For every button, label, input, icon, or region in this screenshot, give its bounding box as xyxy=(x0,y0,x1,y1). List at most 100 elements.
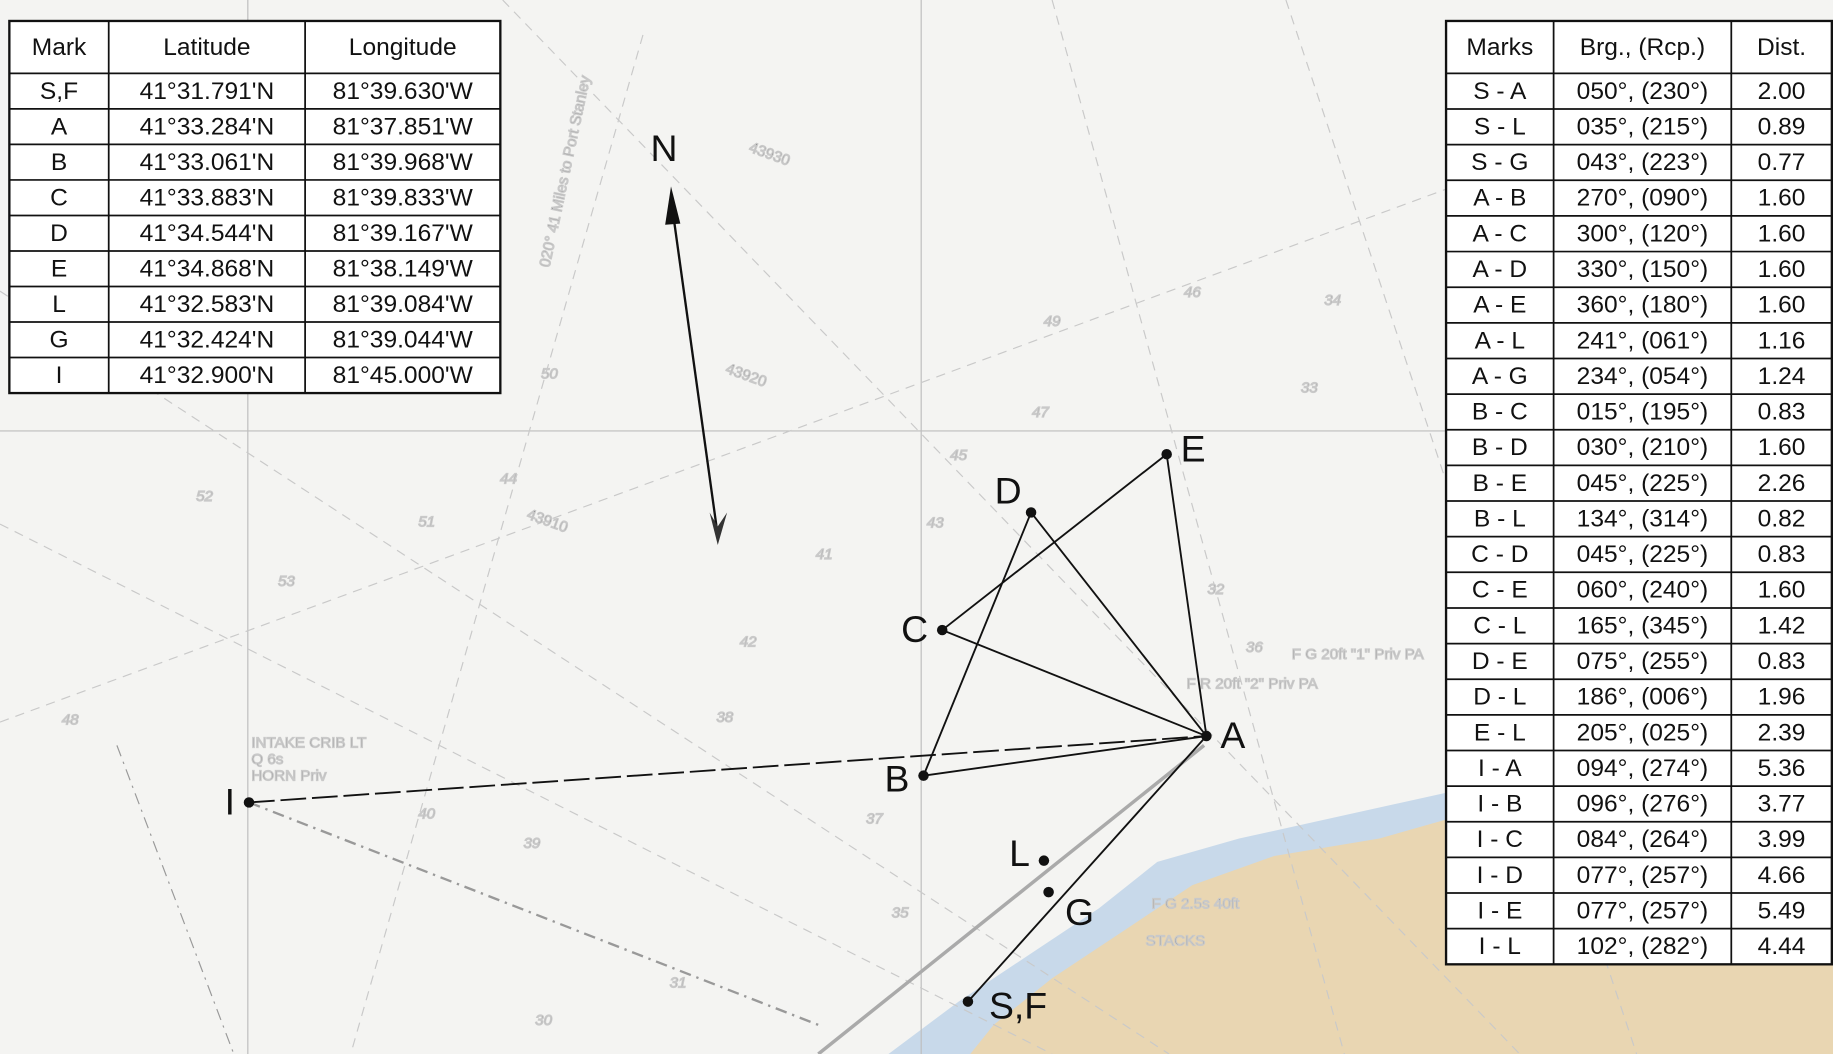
mark-point xyxy=(244,797,255,807)
table-cell: E xyxy=(51,255,67,282)
mark-label: E xyxy=(1181,428,1206,470)
table-cell: S - L xyxy=(1474,113,1526,140)
sounding: 47 xyxy=(1032,404,1049,421)
table-cell: 41°32.424'N xyxy=(140,326,275,353)
sounding: 52 xyxy=(196,488,213,505)
sounding: 51 xyxy=(418,513,435,530)
table-cell: 41°33.284'N xyxy=(140,113,275,140)
mark-point xyxy=(918,770,929,780)
chart-annotation: F R 20ft "2" Priv PA xyxy=(1187,675,1319,692)
table-cell: 2.26 xyxy=(1758,470,1806,497)
table-cell: S - G xyxy=(1471,149,1528,176)
table-cell: B - D xyxy=(1472,434,1528,461)
table-cell: 81°39.833'W xyxy=(333,184,474,211)
sounding: 48 xyxy=(62,711,79,728)
table-cell: 81°39.084'W xyxy=(333,291,474,318)
sounding: 33 xyxy=(1301,380,1318,397)
mark-point xyxy=(937,625,948,635)
table-cell: 81°39.968'W xyxy=(333,149,474,176)
table-cell: 41°34.868'N xyxy=(140,255,275,282)
table-header: Mark xyxy=(32,34,87,61)
table-cell: 1.60 xyxy=(1758,292,1806,319)
table-cell: B - E xyxy=(1473,470,1528,497)
sounding: 42 xyxy=(740,633,757,650)
table-cell: B - L xyxy=(1474,506,1526,533)
table-cell: 81°39.044'W xyxy=(333,326,474,353)
table-cell: S - A xyxy=(1473,78,1527,105)
table-cell: 41°33.061'N xyxy=(140,149,275,176)
page: {"position_table":{"headers":["Mark","La… xyxy=(0,0,1833,1054)
table-cell: A - G xyxy=(1472,363,1528,390)
mark-point xyxy=(1201,731,1212,741)
table-cell: 094°, (274°) xyxy=(1577,755,1709,782)
table-cell: 134°, (314°) xyxy=(1577,506,1709,533)
table-cell: 0.89 xyxy=(1758,113,1806,140)
chart-annotation: F G 2.5s 40ft xyxy=(1151,895,1240,912)
table-cell: 300°, (120°) xyxy=(1577,220,1709,247)
table-cell: 3.77 xyxy=(1758,791,1806,818)
table-cell: A - B xyxy=(1473,185,1526,212)
table-cell: 81°39.167'W xyxy=(333,220,474,247)
mark-label: S,F xyxy=(989,984,1047,1026)
table-cell: L xyxy=(52,291,66,318)
table-cell: S,F xyxy=(40,78,78,105)
table-cell: 270°, (090°) xyxy=(1577,185,1709,212)
mark-label: B xyxy=(885,757,910,799)
mark-point xyxy=(963,996,974,1006)
table-cell: B xyxy=(51,149,67,176)
table-cell: 81°45.000'W xyxy=(333,362,474,389)
sounding: 53 xyxy=(278,573,295,590)
table-cell: 060°, (240°) xyxy=(1577,577,1709,604)
table-cell: A - E xyxy=(1473,292,1526,319)
sounding: 45 xyxy=(950,447,967,464)
table-cell: A - L xyxy=(1475,327,1525,354)
table-cell: C xyxy=(50,184,68,211)
table-cell: 0.83 xyxy=(1758,648,1806,675)
table-cell: 3.99 xyxy=(1758,826,1806,853)
table-cell: C - D xyxy=(1471,541,1528,568)
sounding: 40 xyxy=(418,806,435,823)
table-cell: A - D xyxy=(1473,256,1528,283)
table-cell: 045°, (225°) xyxy=(1577,541,1709,568)
sounding: 41 xyxy=(816,546,833,563)
table-header: Marks xyxy=(1466,34,1533,61)
table-cell: 1.24 xyxy=(1758,363,1806,390)
table-cell: 077°, (257°) xyxy=(1577,862,1709,889)
table-cell: 4.66 xyxy=(1758,862,1806,889)
table-cell: 4.44 xyxy=(1758,933,1806,960)
table-cell: 205°, (025°) xyxy=(1577,719,1709,746)
table-cell: 045°, (225°) xyxy=(1577,470,1709,497)
chart-annotation: HORN Priv xyxy=(251,767,327,784)
table-cell: 330°, (150°) xyxy=(1577,256,1709,283)
mark-label: C xyxy=(901,608,928,650)
position-table: Mark Latitude Longitude S,F 41°31.791'N 81°39… xyxy=(9,21,500,393)
table-header: Latitude xyxy=(163,34,250,61)
table-cell: 035°, (215°) xyxy=(1577,113,1709,140)
sounding: 38 xyxy=(716,709,733,726)
table-cell: 41°31.791'N xyxy=(140,78,275,105)
mark-label: A xyxy=(1220,714,1245,756)
mark-label: G xyxy=(1065,891,1094,933)
table-cell: I - C xyxy=(1477,826,1523,853)
table-cell: 077°, (257°) xyxy=(1577,898,1709,925)
table-cell: E - L xyxy=(1474,719,1526,746)
sounding: 39 xyxy=(523,835,540,852)
sounding: 50 xyxy=(541,366,558,383)
table-cell: 1.16 xyxy=(1758,327,1806,354)
table-cell: D - L xyxy=(1473,684,1526,711)
table-cell: 0.82 xyxy=(1758,506,1806,533)
chart-annotation: INTAKE CRIB LT xyxy=(251,735,366,752)
table-cell: 0.77 xyxy=(1758,149,1806,176)
table-cell: 1.60 xyxy=(1758,185,1806,212)
table-cell: 0.83 xyxy=(1758,399,1806,426)
table-cell: 81°38.149'W xyxy=(333,255,474,282)
table-cell: I - D xyxy=(1477,862,1523,889)
table-cell: A - C xyxy=(1473,220,1528,247)
table-cell: 41°32.900'N xyxy=(140,362,275,389)
table-header: Brg., (Rcp.) xyxy=(1580,34,1705,61)
table-header: Longitude xyxy=(349,34,457,61)
table-cell: D xyxy=(50,220,68,247)
sounding: 36 xyxy=(1246,639,1263,656)
sounding: 31 xyxy=(670,975,687,992)
table-cell: 41°32.583'N xyxy=(140,291,275,318)
